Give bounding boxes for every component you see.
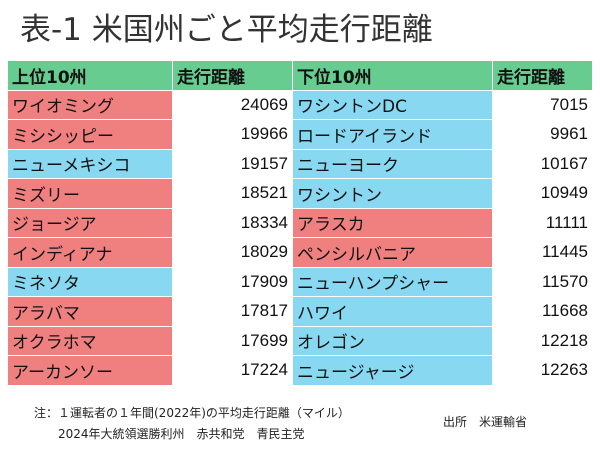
table-row: ミシシッピー 19966 ロードアイランド 9961 (7, 119, 593, 150)
top-value-cell: 17817 (172, 296, 293, 327)
header-bottom-states: 下位10州 (292, 60, 493, 91)
bottom-value-cell: 11111 (492, 207, 593, 238)
top-state-cell: アラバマ (7, 296, 173, 327)
top-state-cell: ニューメキシコ (7, 148, 173, 179)
bottom-state-cell: ハワイ (292, 296, 493, 327)
bottom-value-cell: 10167 (492, 148, 593, 179)
table-row: ワイオミング 24069 ワシントンDC 7015 (7, 89, 593, 120)
header-top-states: 上位10州 (7, 60, 173, 91)
top-state-cell: インディアナ (7, 237, 173, 268)
table-row: ミネソタ 17909 ニューハンプシャー 11570 (7, 266, 593, 297)
top-state-cell: オクラホマ (7, 325, 173, 356)
table-row: アラバマ 17817 ハワイ 11668 (7, 296, 593, 327)
mileage-table: 上位10州 走行距離 下位10州 走行距離 ワイオミング 24069 ワシントンDC… (7, 60, 593, 386)
page-title: 表-1 米国州ごと平均走行距離 (20, 12, 433, 48)
bottom-state-cell: ニューハンプシャー (292, 266, 493, 297)
top-state-cell: ミズリー (7, 178, 173, 209)
bottom-state-cell: ワシントンDC (292, 89, 493, 120)
top-value-cell: 17909 (172, 266, 293, 297)
bottom-state-cell: ロードアイランド (292, 119, 493, 150)
bottom-value-cell: 7015 (492, 89, 593, 120)
table-row: ニューメキシコ 19157 ニューヨーク 10167 (7, 148, 593, 179)
bottom-value-cell: 11445 (492, 237, 593, 268)
top-value-cell: 24069 (172, 89, 293, 120)
bottom-value-cell: 11668 (492, 296, 593, 327)
table-row: インディアナ 18029 ペンシルバニア 11445 (7, 237, 593, 268)
top-state-cell: ミシシッピー (7, 119, 173, 150)
table-row: オクラホマ 17699 オレゴン 12218 (7, 325, 593, 356)
source-note: 出所 米運輸省 (443, 415, 528, 429)
header-bottom-distance: 走行距離 (492, 60, 593, 91)
bottom-value-cell: 12218 (492, 325, 593, 356)
top-value-cell: 18029 (172, 237, 293, 268)
table-row: ミズリー 18521 ワシントン 10949 (7, 178, 593, 209)
bottom-state-cell: ニューヨーク (292, 148, 493, 179)
bottom-state-cell: ペンシルバニア (292, 237, 493, 268)
bottom-value-cell: 10949 (492, 178, 593, 209)
top-value-cell: 17699 (172, 325, 293, 356)
table-row: ジョージア 18334 アラスカ 11111 (7, 207, 593, 238)
bottom-state-cell: ワシントン (292, 178, 493, 209)
top-value-cell: 18334 (172, 207, 293, 238)
top-value-cell: 19157 (172, 148, 293, 179)
bottom-value-cell: 9961 (492, 119, 593, 150)
table-header-row: 上位10州 走行距離 下位10州 走行距離 (7, 60, 593, 91)
table-row: アーカンソー 17224 ニュージャージ 12263 (7, 355, 593, 386)
bottom-state-cell: ニュージャージ (292, 355, 493, 386)
table-body: ワイオミング 24069 ワシントンDC 7015 ミシシッピー 19966 ロードアイラン… (7, 89, 593, 386)
top-state-cell: ワイオミング (7, 89, 173, 120)
header-top-distance: 走行距離 (172, 60, 293, 91)
top-state-cell: ジョージア (7, 207, 173, 238)
top-state-cell: アーカンソー (7, 355, 173, 386)
top-value-cell: 17224 (172, 355, 293, 386)
footnote-line-2: 2024年大統領選勝利州 赤共和党 青民主党 (58, 427, 305, 441)
footnote-line-1: 注：１運転者の１年間(2022年)の平均走行距離（マイル） (34, 406, 350, 420)
top-value-cell: 19966 (172, 119, 293, 150)
bottom-state-cell: アラスカ (292, 207, 493, 238)
bottom-state-cell: オレゴン (292, 325, 493, 356)
bottom-value-cell: 11570 (492, 266, 593, 297)
top-state-cell: ミネソタ (7, 266, 173, 297)
top-value-cell: 18521 (172, 178, 293, 209)
bottom-value-cell: 12263 (492, 355, 593, 386)
